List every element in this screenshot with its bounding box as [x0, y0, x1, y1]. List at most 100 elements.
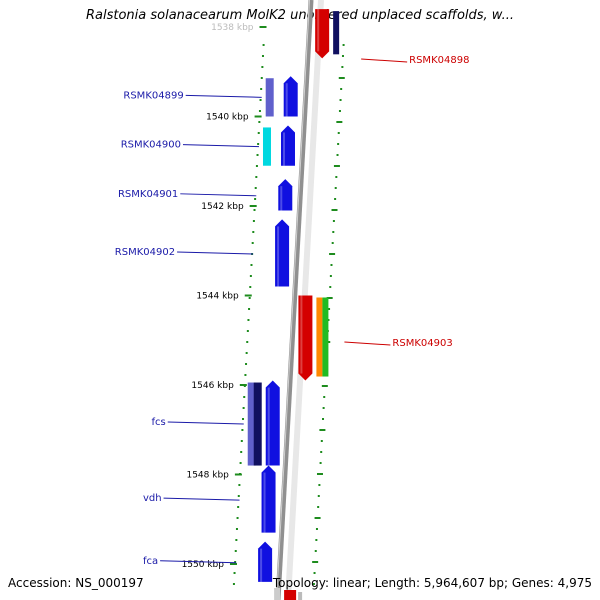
tick-dot-right — [341, 55, 344, 57]
tick-dot-right — [323, 396, 326, 398]
gene-label[interactable]: RSMK04903 — [392, 338, 452, 349]
gene-arrow — [261, 465, 276, 533]
gene-arrow — [283, 76, 298, 117]
backbone-line — [275, 0, 314, 600]
ruler-label: 1542 kbp — [201, 202, 244, 212]
gene-arrow — [280, 125, 295, 166]
tick-dot-left — [246, 341, 249, 343]
gene-rsmk04903[interactable] — [298, 295, 329, 381]
gene-label[interactable]: fca — [143, 556, 158, 567]
tick-dash-right — [331, 209, 338, 211]
tick-dot-left — [262, 44, 265, 46]
tick-dot-right — [332, 231, 335, 233]
tick-dot-left — [247, 319, 250, 321]
tick-dot-right — [329, 275, 332, 277]
tick-dot-left — [233, 572, 236, 574]
tick-dot-right — [318, 484, 321, 486]
tick-dot-left — [242, 418, 245, 420]
gene-vdh[interactable] — [261, 465, 276, 533]
tick-dot-left — [234, 550, 237, 552]
gene-label-leader — [182, 144, 260, 148]
gene-arrow — [298, 295, 313, 381]
gene-arrow-shine — [267, 387, 270, 466]
gene-arrow — [278, 179, 293, 211]
tick-dot-left — [254, 198, 257, 200]
tick-dot-right — [322, 418, 325, 420]
tick-dot-left — [252, 220, 255, 222]
tick-dot-right — [317, 506, 320, 508]
tick-dot-right — [317, 495, 320, 497]
gene-label-leader — [163, 497, 240, 501]
gene-label-leader — [180, 193, 257, 197]
tick-dot-left — [249, 275, 252, 277]
tick-dot-left — [235, 539, 238, 541]
tick-dash-right — [319, 429, 326, 431]
gene-labels: RSMK04898 RSMK04899 RSMK04900 RSMK04901 RSMK… — [115, 55, 470, 567]
edge-gene-fragment — [274, 588, 281, 600]
tick-dot-left — [243, 396, 246, 398]
gene-label[interactable]: RSMK04902 — [115, 247, 175, 258]
gene-rsmk04902[interactable] — [275, 219, 290, 287]
gene-label[interactable]: RSMK04898 — [409, 55, 469, 66]
gene-arrow-shine — [317, 9, 320, 52]
gene-label[interactable]: RSMK04899 — [123, 90, 183, 101]
gene-arrow-shine — [263, 472, 266, 533]
tick-dash-right — [316, 473, 323, 475]
gene-label-leader — [160, 560, 237, 564]
gene-rsmk04898[interactable] — [315, 9, 340, 59]
tick-dot-right — [320, 451, 323, 453]
tick-dot-left — [251, 242, 254, 244]
gene-track-left-0 — [265, 78, 274, 117]
gene-arrow — [265, 380, 280, 466]
tick-dot-right — [322, 407, 325, 409]
tick-dot-right — [329, 286, 332, 288]
tick-dot-left — [232, 583, 235, 585]
gene-tracks — [247, 9, 340, 600]
gene-fca[interactable] — [258, 541, 273, 582]
tick-dot-left — [246, 330, 249, 332]
tick-dot-left — [242, 407, 245, 409]
tick-dot-right — [338, 110, 341, 112]
tick-dot-right — [337, 143, 340, 145]
gene-track-right-1 — [322, 297, 329, 377]
tick-dot-right — [327, 319, 330, 321]
tick-dot-left — [258, 121, 261, 123]
gene-label[interactable]: RSMK04900 — [121, 140, 181, 151]
gene-label[interactable]: fcs — [151, 417, 165, 428]
gene-rsmk04899[interactable] — [265, 76, 298, 117]
gene-label[interactable]: RSMK04901 — [118, 189, 178, 200]
tick-dot-left — [257, 132, 260, 134]
tick-dot-left — [260, 88, 263, 90]
tick-dot-right — [332, 220, 335, 222]
tick-dash-right — [338, 77, 345, 79]
ruler-tick — [229, 563, 237, 565]
tick-dot-left — [248, 308, 251, 310]
gene-label[interactable]: vdh — [143, 493, 162, 504]
gene-label-leader — [185, 94, 262, 98]
gene-rsmk04900[interactable] — [262, 125, 295, 166]
tick-dot-left — [260, 77, 263, 79]
gene-rsmk04901[interactable] — [278, 179, 293, 211]
tick-dot-left — [245, 363, 248, 365]
genome-summary: Topology: linear; Length: 5,964,607 bp; … — [272, 576, 592, 590]
gene-track-right-0 — [316, 297, 323, 377]
gene-label-leader — [361, 58, 408, 63]
tick-dot-right — [330, 264, 333, 266]
accession-label: Accession: NS_000197 — [8, 576, 144, 590]
ruler-label: 1544 kbp — [196, 292, 239, 302]
tick-dot-left — [252, 231, 255, 233]
gene-arrow-shine — [260, 548, 263, 582]
gene-fcs[interactable] — [247, 380, 280, 466]
tick-dot-left — [254, 187, 257, 189]
tick-dot-right — [342, 44, 345, 46]
tick-dot-right — [312, 583, 315, 585]
gene-arrow-shine — [277, 226, 280, 287]
ruler-label: 1548 kbp — [186, 471, 229, 481]
tick-dot-left — [245, 352, 248, 354]
tick-dot-left — [259, 99, 262, 101]
tick-dot-left — [237, 506, 240, 508]
tick-dot-right — [336, 154, 339, 156]
gene-label-leader — [167, 421, 244, 425]
